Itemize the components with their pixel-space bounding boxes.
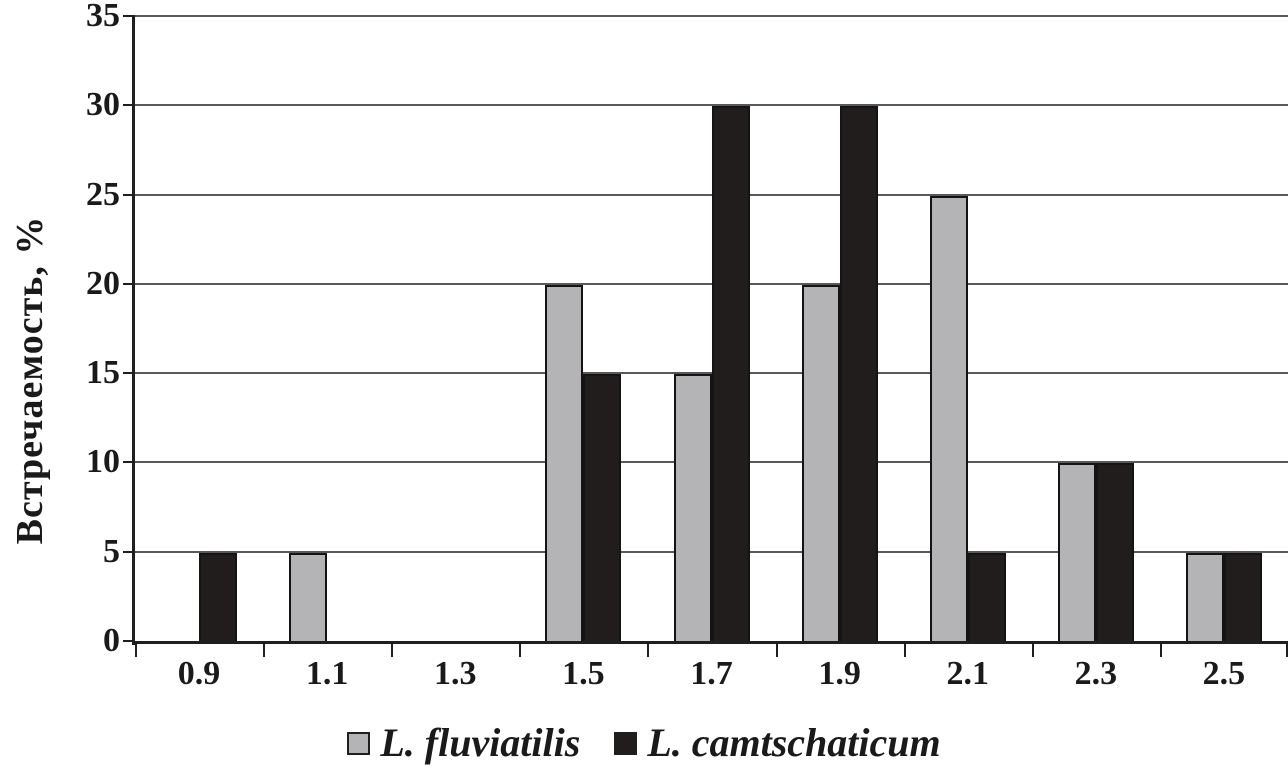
x-tick	[519, 644, 522, 657]
legend-item: L. fluviatilis	[347, 720, 580, 766]
y-tick-label: 15	[86, 354, 120, 392]
legend-swatch-icon	[347, 731, 371, 755]
legend: L. fluviatilis L. camtschaticum	[0, 720, 1288, 766]
y-tick-label: 5	[103, 532, 120, 570]
plot-area	[135, 15, 1288, 642]
y-tick	[123, 640, 133, 642]
x-tick	[1286, 644, 1288, 657]
x-tick-label: 2.5	[1202, 655, 1246, 692]
x-tick-label: 1.9	[818, 655, 861, 692]
x-tick	[391, 644, 394, 657]
bar	[673, 374, 712, 642]
y-axis-tick-labels: 0 5 10 15 20 25 30 35	[0, 0, 120, 659]
bar	[583, 374, 622, 642]
x-tick-label: 1.3	[434, 655, 477, 692]
gridline	[135, 104, 1288, 107]
y-tick-label: 30	[86, 86, 120, 124]
y-tick	[123, 372, 133, 375]
x-tick-label: 1.7	[690, 655, 733, 692]
bar	[1185, 552, 1224, 642]
bar	[967, 552, 1006, 642]
y-tick	[123, 461, 133, 464]
bar	[801, 284, 840, 642]
x-tick-label: 1.1	[305, 655, 349, 692]
y-tick	[123, 282, 133, 285]
x-tick-label: 2.3	[1074, 655, 1118, 692]
y-tick-label: 25	[86, 175, 120, 213]
legend-swatch-icon	[614, 731, 638, 755]
y-tick	[123, 104, 133, 107]
x-axis-tick-marks	[135, 644, 1288, 657]
x-tick	[263, 644, 266, 657]
bar	[929, 195, 968, 642]
x-tick-label: 2.1	[946, 655, 989, 692]
gridline	[135, 15, 1288, 17]
legend-label: L. fluviatilis	[380, 720, 581, 765]
x-tick	[775, 644, 778, 657]
x-tick	[1031, 644, 1034, 657]
bar	[545, 284, 584, 642]
bar	[199, 552, 238, 642]
x-tick-label: 0.9	[177, 655, 221, 692]
y-tick-label: 20	[86, 264, 120, 302]
bar	[1057, 463, 1096, 642]
legend-item: L. camtschaticum	[614, 720, 941, 766]
x-tick	[647, 644, 650, 657]
x-tick	[135, 644, 137, 657]
y-axis-tick-marks	[123, 15, 133, 642]
bar	[711, 106, 750, 642]
y-tick-label: 35	[86, 0, 120, 34]
x-tick	[1159, 644, 1162, 657]
bar	[1095, 463, 1134, 642]
bar	[839, 106, 878, 642]
legend-label: L. camtschaticum	[647, 720, 941, 765]
y-tick-label: 10	[86, 443, 120, 481]
x-axis-line	[132, 641, 1288, 644]
y-tick-label: 0	[103, 622, 120, 659]
y-axis-line	[132, 15, 135, 645]
y-tick	[123, 15, 133, 17]
y-tick	[123, 550, 133, 553]
bar	[1223, 552, 1262, 642]
bar	[289, 552, 328, 642]
x-tick	[903, 644, 906, 657]
x-axis-tick-labels: 0.9 1.1 1.3 1.5 1.7 1.9 2.1 2.3 2.5	[135, 655, 1288, 695]
x-tick-label: 1.5	[562, 655, 605, 692]
y-tick	[123, 193, 133, 196]
